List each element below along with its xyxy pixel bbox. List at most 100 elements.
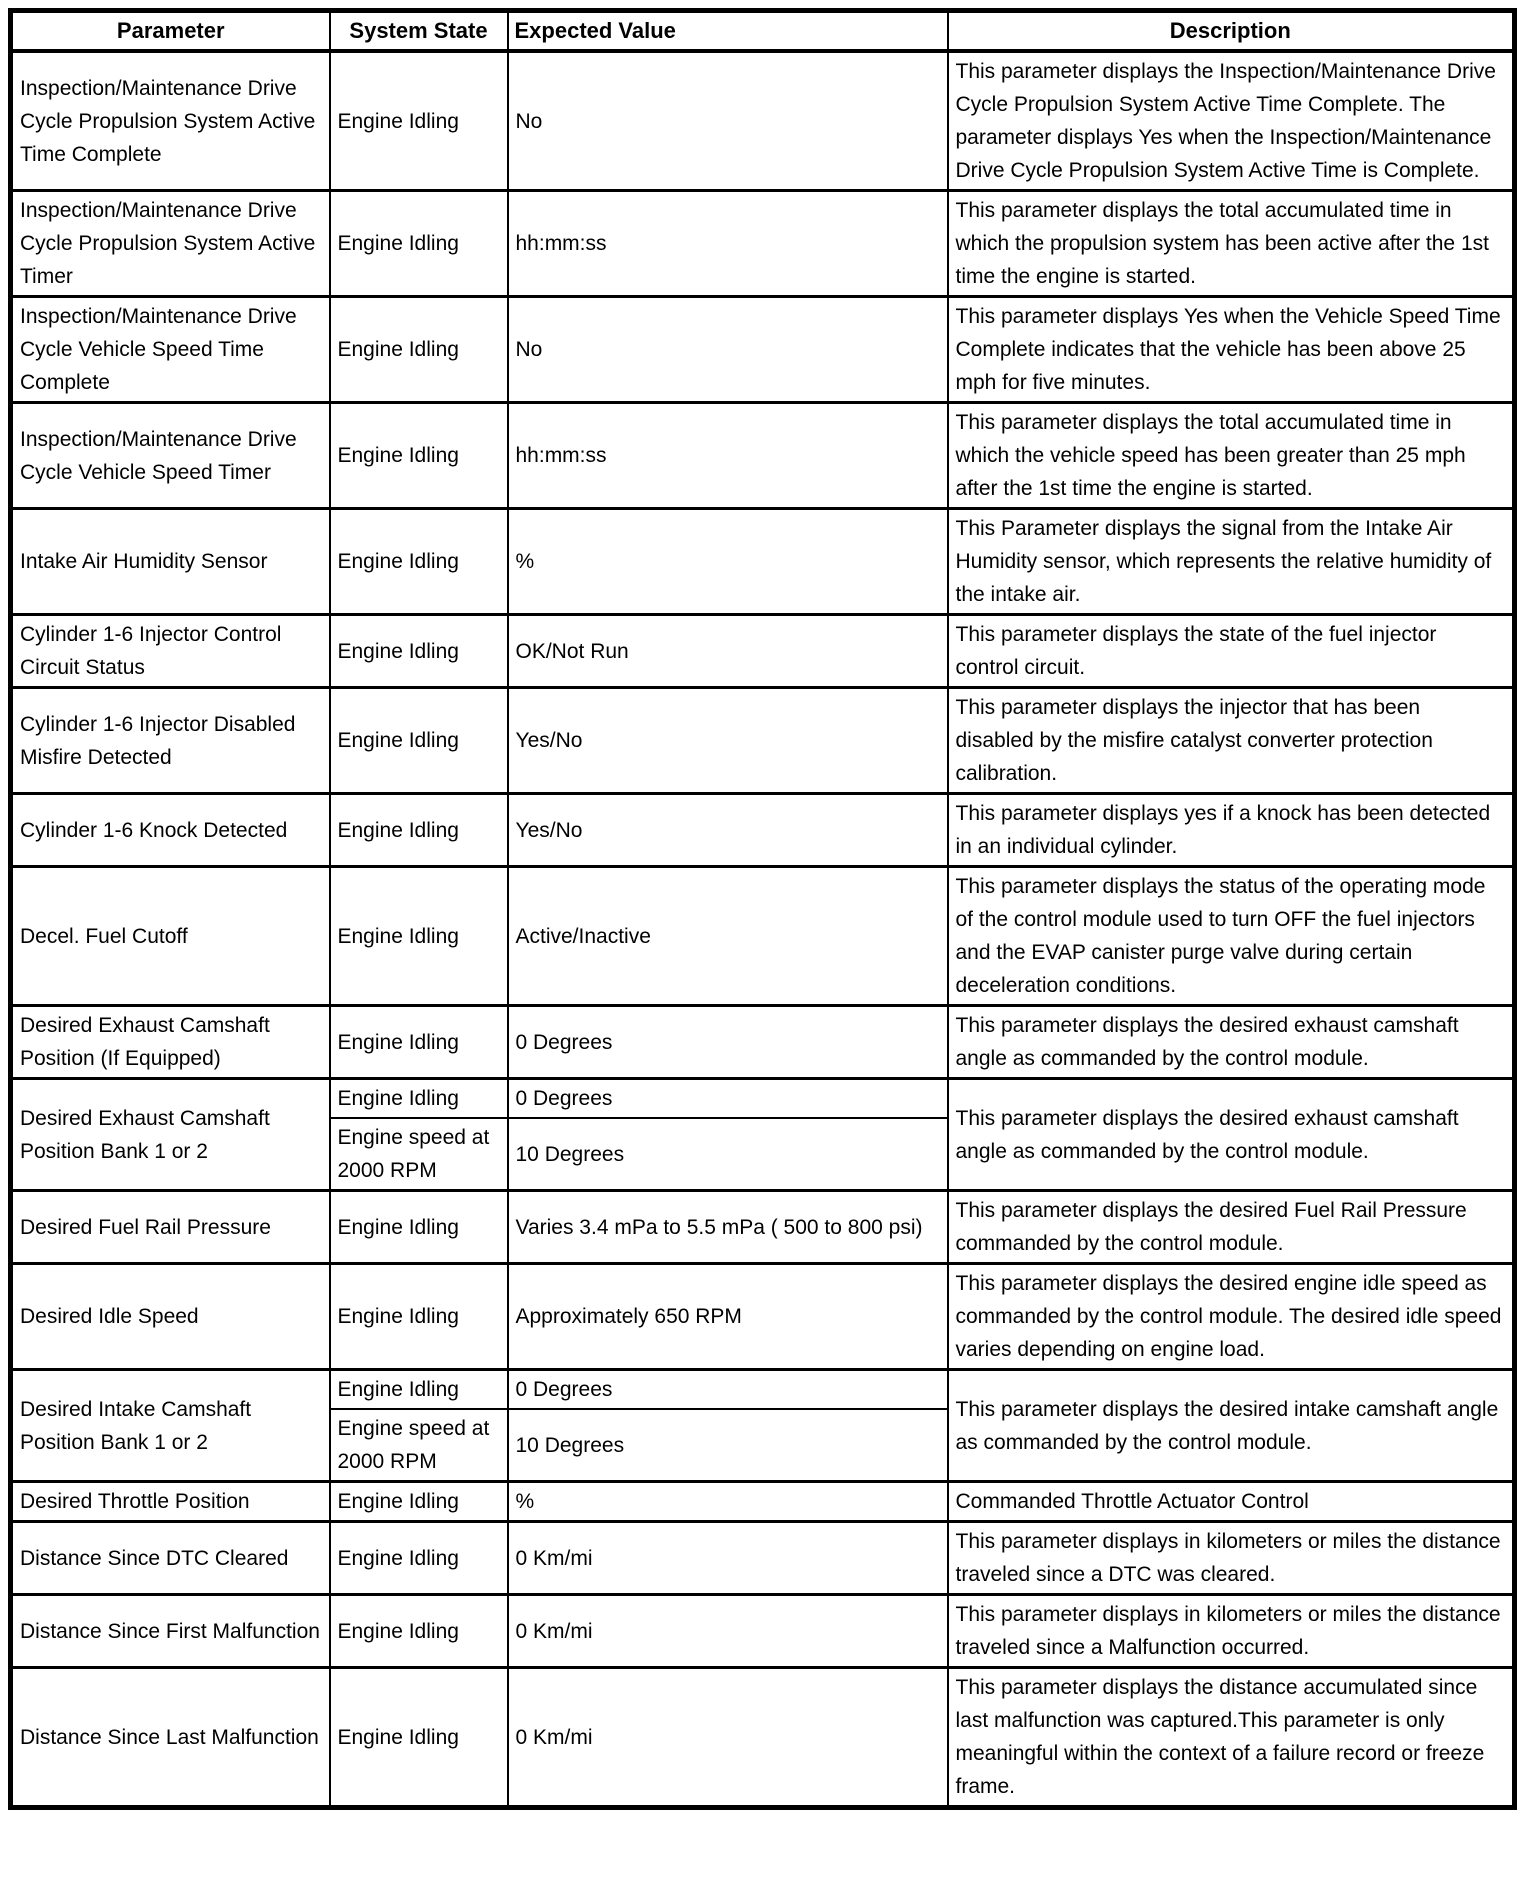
expected-value-cell: 0 Km/mi <box>506 1666 949 1809</box>
table-row: Inspection/Maintenance Drive Cycle Propu… <box>9 189 1516 298</box>
expected-value-cell: hh:mm:ss <box>506 189 949 298</box>
parameter-cell: Inspection/Maintenance Drive Cycle Propu… <box>9 49 331 192</box>
description-cell: This parameter displays Yes when the Veh… <box>946 295 1516 404</box>
parameter-cell: Desired Exhaust Camshaft Position (If Eq… <box>9 1004 331 1080</box>
parameter-table: Parameter System State Expected Value Descr… <box>8 8 1517 1810</box>
parameter-cell: Inspection/Maintenance Drive Cycle Vehic… <box>9 295 331 404</box>
table-row: Distance Since Last Malfunction Engine Id… <box>9 1666 1516 1809</box>
parameter-cell: Inspection/Maintenance Drive Cycle Propu… <box>9 189 331 298</box>
table-row: Desired Intake Camshaft Position Bank 1 … <box>9 1368 1516 1483</box>
parameter-cell: Inspection/Maintenance Drive Cycle Vehic… <box>9 401 331 510</box>
expected-value-cell: Yes/No <box>506 792 949 868</box>
table-header: Parameter System State Expected Value Descr… <box>9 9 1516 53</box>
description-cell: This parameter displays the status of th… <box>946 865 1516 1007</box>
system-state-cell: Engine Idling <box>328 295 509 404</box>
description-cell: This parameter displays the total accumu… <box>946 189 1516 298</box>
system-state-cell: Engine Idling <box>328 865 509 1007</box>
system-state-cell: Engine Idling <box>328 1077 509 1119</box>
parameter-cell: Distance Since Last Malfunction <box>9 1666 331 1809</box>
parameter-cell: Desired Exhaust Camshaft Position Bank 1… <box>9 1077 331 1192</box>
system-state-cell: Engine Idling <box>328 1666 509 1809</box>
table-row: Decel. Fuel Cutoff Engine Idling Active/In… <box>9 865 1516 1007</box>
expected-value-cell: 10 Degrees <box>506 1408 949 1483</box>
table-row: Desired Exhaust Camshaft Position (If Eq… <box>9 1004 1516 1080</box>
expected-value-cell: Varies 3.4 mPa to 5.5 mPa ( 500 to 800 p… <box>506 1189 949 1265</box>
system-state-cell: Engine Idling <box>328 1262 509 1371</box>
expected-value-cell: 10 Degrees <box>506 1117 949 1192</box>
expected-value-cell: hh:mm:ss <box>506 401 949 510</box>
table-row: Intake Air Humidity Sensor Engine Idling%… <box>9 507 1516 616</box>
system-state-cell: Engine Idling <box>328 1480 509 1523</box>
description-cell: This parameter displays in kilometers or… <box>946 1593 1516 1669</box>
parameter-cell: Desired Fuel Rail Pressure <box>9 1189 331 1265</box>
system-state-cell: Engine Idling <box>328 1520 509 1596</box>
expected-value-cell: Approximately 650 RPM <box>506 1262 949 1371</box>
expected-value-cell: 0 Km/mi <box>506 1593 949 1669</box>
description-cell: This parameter displays the injector tha… <box>946 686 1516 795</box>
description-cell: This parameter displays the desired exha… <box>946 1004 1516 1080</box>
table-row: Cylinder 1-6 Injector Disabled Misfire D… <box>9 686 1516 795</box>
description-cell: This Parameter displays the signal from … <box>946 507 1516 616</box>
description-cell: This parameter displays yes if a knock h… <box>946 792 1516 868</box>
table-row: Cylinder 1-6 Knock Detected Engine Idling… <box>9 792 1516 868</box>
system-state-cell: Engine Idling <box>328 401 509 510</box>
description-cell: This parameter displays the desired engi… <box>946 1262 1516 1371</box>
parameter-cell: Cylinder 1-6 Knock Detected <box>9 792 331 868</box>
table-row: Distance Since DTC Cleared Engine Idling 0… <box>9 1520 1516 1596</box>
table-row: Inspection/Maintenance Drive Cycle Vehic… <box>9 295 1516 404</box>
expected-value-cell: No <box>506 49 949 192</box>
expected-value-cell: Yes/No <box>506 686 949 795</box>
parameter-cell: Desired Idle Speed <box>9 1262 331 1371</box>
system-state-cell: Engine Idling <box>328 1004 509 1080</box>
expected-value-cell: Active/Inactive <box>506 865 949 1007</box>
parameter-cell: Distance Since First Malfunction <box>9 1593 331 1669</box>
system-state-cell: Engine speed at 2000 RPM <box>328 1117 509 1192</box>
header-row: Parameter System State Expected Value Descr… <box>9 9 1516 53</box>
column-header-expected-value: Expected Value <box>506 9 949 53</box>
table-row: Inspection/Maintenance Drive Cycle Propu… <box>9 49 1516 192</box>
table-sub-row: Engine speed at 2000 RPM 10 Degrees <box>11 1117 1515 1192</box>
system-state-cell: Engine Idling <box>328 1189 509 1265</box>
expected-value-cell: OK/Not Run <box>506 613 949 689</box>
parameter-cell: Decel. Fuel Cutoff <box>9 865 331 1007</box>
system-state-cell: Engine Idling <box>328 49 509 192</box>
parameter-cell: Intake Air Humidity Sensor <box>9 507 331 616</box>
table-body: Inspection/Maintenance Drive Cycle Propu… <box>9 49 1516 1809</box>
system-state-cell: Engine speed at 2000 RPM <box>328 1408 509 1483</box>
table-row: Desired Idle Speed Engine Idling Approxima… <box>9 1262 1516 1371</box>
description-cell: This parameter displays the total accumu… <box>946 401 1516 510</box>
expected-value-cell: 0 Degrees <box>506 1004 949 1080</box>
system-state-cell: Engine Idling <box>328 792 509 868</box>
parameter-cell: Desired Throttle Position <box>9 1480 331 1523</box>
expected-value-cell: % <box>506 507 949 616</box>
expected-value-cell: 0 Km/mi <box>506 1520 949 1596</box>
description-cell: This parameter displays the desired inta… <box>946 1368 1516 1483</box>
table-row: Distance Since First Malfunction Engine I… <box>9 1593 1516 1669</box>
table-row: Cylinder 1-6 Injector Control Circuit St… <box>9 613 1516 689</box>
description-cell: This parameter displays the desired exha… <box>946 1077 1516 1192</box>
table-sub-row: Engine speed at 2000 RPM 10 Degrees <box>11 1408 1515 1483</box>
description-cell: This parameter displays in kilometers or… <box>946 1520 1516 1596</box>
description-cell: This parameter displays the distance acc… <box>946 1666 1516 1809</box>
expected-value-cell: 0 Degrees <box>506 1077 949 1119</box>
column-header-parameter: Parameter <box>9 9 331 53</box>
table-row: Inspection/Maintenance Drive Cycle Vehic… <box>9 401 1516 510</box>
system-state-cell: Engine Idling <box>328 686 509 795</box>
description-cell: Commanded Throttle Actuator Control <box>946 1480 1516 1523</box>
description-cell: This parameter displays the state of the… <box>946 613 1516 689</box>
table-row: Desired Exhaust Camshaft Position Bank 1… <box>9 1077 1516 1192</box>
system-state-cell: Engine Idling <box>328 189 509 298</box>
parameter-cell: Desired Intake Camshaft Position Bank 1 … <box>9 1368 331 1483</box>
parameter-cell: Distance Since DTC Cleared <box>9 1520 331 1596</box>
table-row: Desired Throttle Position Engine Idling% C… <box>9 1480 1516 1523</box>
parameter-cell: Cylinder 1-6 Injector Disabled Misfire D… <box>9 686 331 795</box>
column-header-description: Description <box>946 9 1516 53</box>
system-state-cell: Engine Idling <box>328 613 509 689</box>
expected-value-cell: No <box>506 295 949 404</box>
description-cell: This parameter displays the desired Fuel… <box>946 1189 1516 1265</box>
column-header-system-state: System State <box>328 9 509 53</box>
expected-value-cell: 0 Degrees <box>506 1368 949 1410</box>
system-state-cell: Engine Idling <box>328 1593 509 1669</box>
system-state-cell: Engine Idling <box>328 507 509 616</box>
